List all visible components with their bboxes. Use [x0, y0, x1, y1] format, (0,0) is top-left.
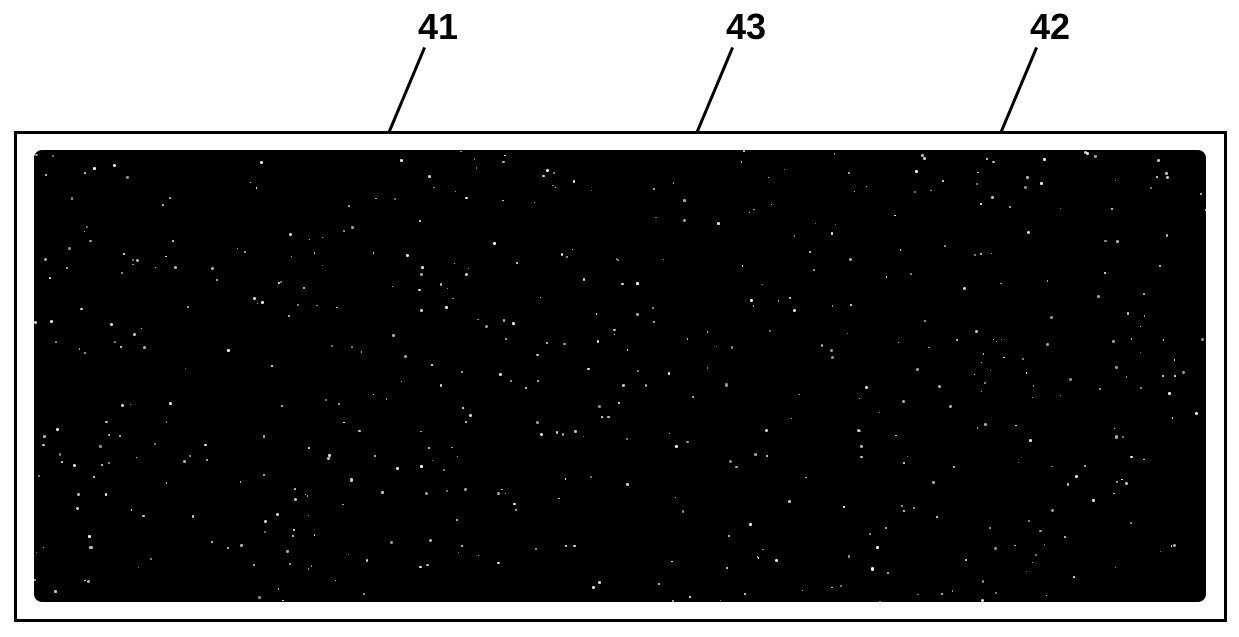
- callout-label-43: 43: [726, 6, 766, 48]
- callout-label-42: 42: [1030, 6, 1070, 48]
- inner-speckled-region: [34, 150, 1206, 602]
- callout-label-41: 41: [418, 6, 458, 48]
